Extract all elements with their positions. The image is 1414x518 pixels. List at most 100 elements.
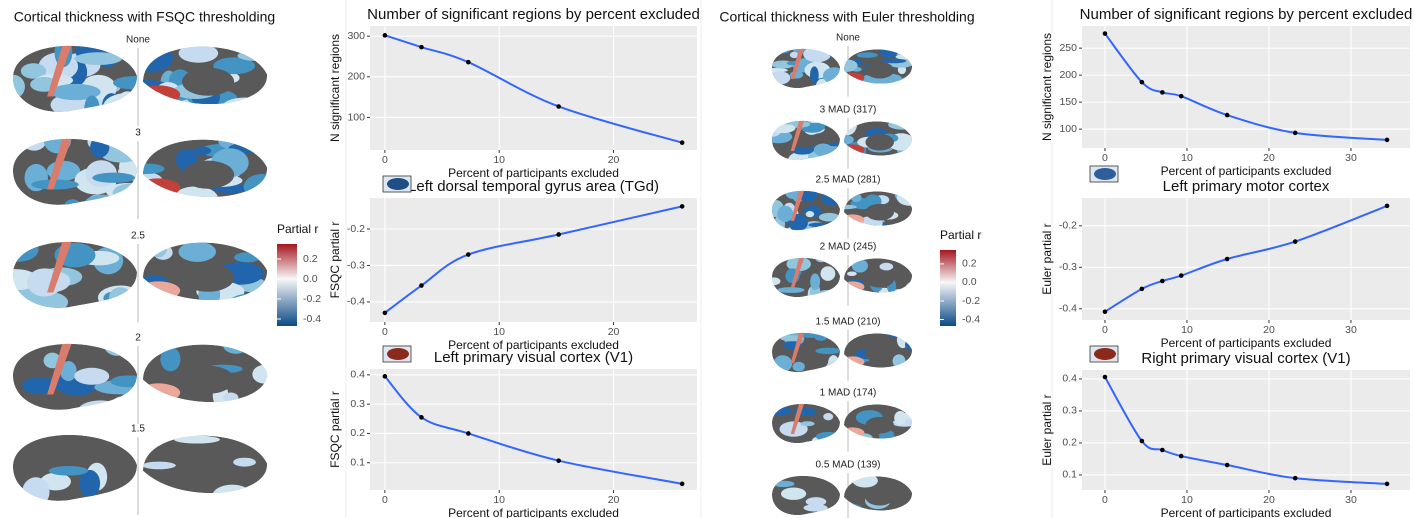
x-tick-label: 10	[1181, 494, 1193, 506]
colorbar	[277, 244, 297, 326]
x-axis-title: Percent of participants excluded	[448, 506, 619, 518]
data-point	[1179, 94, 1184, 99]
brain-patch	[0, 103, 26, 115]
brain-view	[765, 403, 841, 445]
data-point	[1225, 113, 1230, 118]
brain-view	[767, 188, 845, 238]
y-tick-label: 100	[347, 111, 365, 123]
data-point	[1179, 454, 1184, 459]
data-point	[1140, 439, 1145, 444]
x-tick-label: 0	[382, 326, 388, 338]
brain-patch	[137, 178, 180, 197]
brain-patch	[160, 347, 180, 371]
brain-view	[841, 404, 917, 443]
data-point	[383, 311, 388, 316]
brain-patch	[829, 45, 842, 52]
brain-view	[142, 436, 267, 507]
brain-patch	[137, 383, 180, 402]
brain-patch	[816, 432, 841, 441]
brain-patch	[137, 281, 180, 300]
data-point	[1140, 287, 1145, 292]
data-point	[466, 60, 471, 65]
brain-view	[13, 335, 148, 423]
data-point	[1103, 309, 1108, 314]
brain-patch	[897, 188, 921, 197]
data-point	[419, 283, 424, 288]
y-tick-label: 300	[347, 30, 365, 42]
data-point	[383, 374, 388, 379]
data-point	[1160, 279, 1165, 284]
brain-patch	[781, 487, 806, 499]
brain-patch	[84, 96, 100, 123]
brain-patch	[820, 266, 835, 281]
brain-patch	[850, 118, 866, 123]
figure: Cortical thickness with FSQC thresholdin…	[0, 0, 1414, 518]
brain-patch	[773, 355, 792, 372]
brain-patch	[852, 259, 868, 272]
y-tick-label: 0.2	[1062, 437, 1077, 449]
brain-patch	[228, 294, 270, 314]
colorbar-title: Partial r	[940, 228, 981, 242]
brain-patch	[137, 85, 180, 104]
brain-patch	[104, 335, 130, 356]
y-tick-label: 0.3	[1062, 405, 1077, 417]
x-axis-title: Percent of participants excluded	[1161, 164, 1332, 178]
brain-patch	[74, 52, 122, 65]
brain-patch	[156, 103, 208, 124]
brain-view	[761, 39, 848, 96]
brain-core	[865, 204, 894, 221]
y-axis-title: N significant regions	[1040, 33, 1054, 141]
x-tick-label: 10	[493, 326, 505, 338]
brain-patch	[244, 174, 281, 199]
data-point	[383, 33, 388, 38]
brain-patch	[841, 144, 865, 155]
brain-patch	[179, 44, 219, 63]
brain-patch	[171, 306, 187, 316]
brain-patch	[879, 41, 899, 58]
brain-patch	[108, 396, 140, 422]
brain-patch	[773, 481, 795, 487]
brain-patch	[212, 485, 252, 508]
brain-patch	[897, 152, 921, 163]
brain-view	[119, 44, 276, 127]
brain-patch	[840, 504, 862, 514]
brain-view	[765, 113, 846, 169]
brain-patch	[823, 67, 846, 84]
brain-core	[865, 417, 894, 434]
brain-patch	[905, 282, 917, 299]
brain-patch	[769, 46, 788, 52]
colorbar	[940, 250, 956, 326]
plot-panel	[370, 198, 697, 322]
x-tick-label: 30	[1345, 494, 1357, 506]
brain-patch	[888, 120, 916, 130]
data-point	[1160, 448, 1165, 453]
brain-patch	[852, 474, 877, 488]
y-axis-title: Euler partial r	[1040, 223, 1054, 294]
chart-title: Left primary visual cortex (V1)	[434, 349, 633, 366]
x-tick-label: 0	[1102, 324, 1108, 336]
brain-patch	[841, 356, 865, 367]
y-tick-label: 200	[347, 71, 365, 83]
brain-patch	[117, 126, 137, 142]
brain-patch	[857, 52, 878, 58]
brain-core	[865, 489, 894, 506]
brain-view	[772, 328, 848, 374]
y-tick-label: -0.4	[347, 296, 365, 308]
x-tick-label: 10	[493, 154, 505, 166]
row-label: 1.5 MAD (210)	[815, 317, 880, 328]
brain-patch	[0, 130, 29, 139]
brain-patch	[90, 136, 109, 157]
brain-patch	[896, 54, 916, 59]
brain-patch	[768, 277, 781, 285]
brain-patch	[806, 116, 823, 123]
brain-patch	[92, 173, 135, 183]
brain-patch	[202, 303, 228, 311]
x-tick-label: 0	[1102, 494, 1108, 506]
brain-patch	[194, 147, 211, 155]
brain-patch	[838, 135, 853, 144]
brain-patch	[897, 189, 922, 206]
brain-patch	[137, 395, 156, 408]
brain-patch	[22, 477, 49, 507]
brain-patch	[233, 458, 256, 467]
x-axis-title: Percent of participants excluded	[1161, 506, 1332, 518]
